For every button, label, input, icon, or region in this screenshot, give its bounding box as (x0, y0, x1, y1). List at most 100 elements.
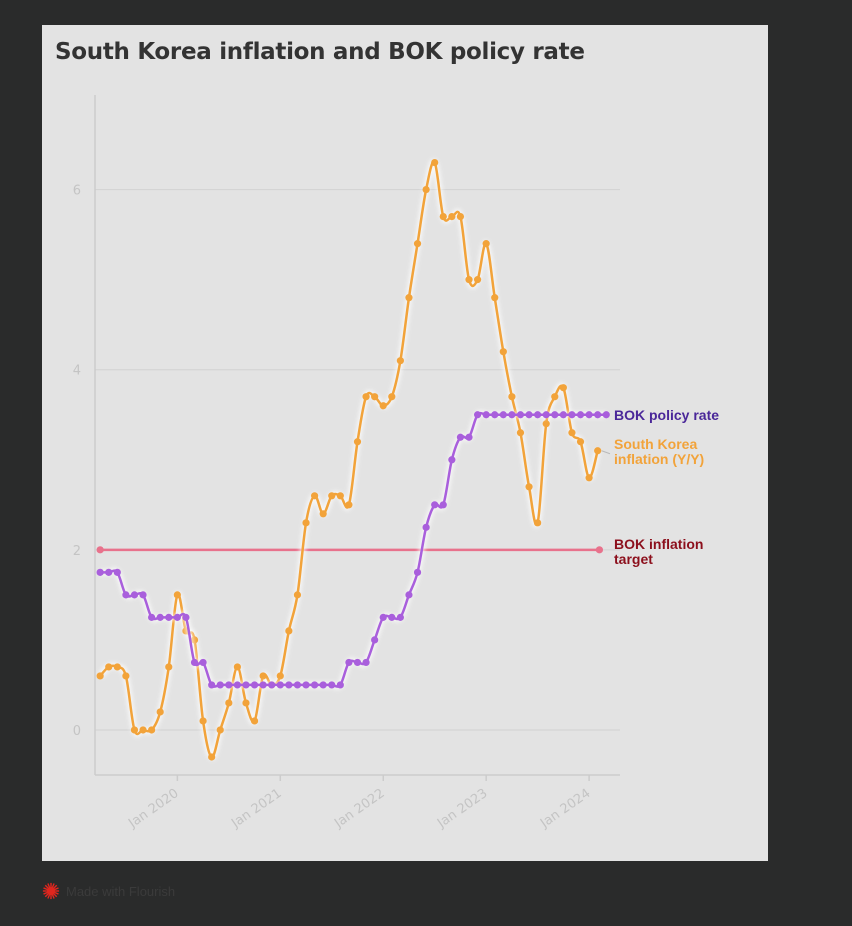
data-point (276, 681, 284, 689)
data-point (199, 717, 207, 725)
data-point (525, 483, 533, 491)
data-point (353, 438, 362, 446)
data-point (285, 681, 293, 689)
x-tick-label: Jan 2020 (125, 786, 181, 832)
data-point (594, 411, 602, 419)
series-label: BOK inflation (614, 536, 703, 552)
data-point (602, 411, 610, 419)
data-point (156, 708, 164, 716)
data-point (439, 212, 447, 221)
x-tick-label: Jan 2021 (228, 786, 284, 832)
data-point (130, 591, 139, 599)
data-point (113, 568, 121, 576)
data-point (499, 348, 507, 356)
data-point (534, 519, 542, 527)
x-tick-label: Jan 2023 (434, 786, 490, 832)
data-point (122, 591, 130, 599)
data-point (293, 591, 302, 599)
data-point (371, 636, 379, 644)
data-point (482, 240, 490, 248)
data-point (379, 402, 387, 410)
data-point (139, 591, 147, 599)
data-point (285, 627, 293, 635)
data-point (345, 658, 353, 667)
data-point (199, 658, 207, 667)
data-point (559, 411, 567, 419)
data-point (319, 510, 327, 518)
data-point (439, 501, 447, 509)
series-bok-inflation-target (96, 546, 604, 554)
y-tick-label: 4 (73, 364, 81, 379)
data-point (388, 613, 396, 621)
data-point (379, 613, 387, 621)
data-point (310, 492, 319, 500)
data-point (525, 411, 533, 419)
data-point (216, 681, 224, 689)
data-point (250, 717, 259, 725)
y-tick-label: 2 (73, 544, 81, 559)
data-point (336, 492, 344, 500)
data-point (105, 663, 113, 671)
data-point (216, 726, 224, 734)
data-point (225, 699, 233, 707)
y-tick-label: 0 (73, 724, 81, 739)
data-point (576, 438, 585, 446)
data-point (405, 294, 413, 302)
series-layer (96, 158, 610, 761)
data-point (353, 658, 362, 667)
data-point (585, 411, 593, 419)
data-point (190, 658, 199, 667)
data-point (491, 411, 499, 419)
y-tick-label: 6 (73, 184, 81, 199)
data-point (113, 663, 121, 671)
data-point (465, 433, 473, 441)
data-point (96, 568, 104, 576)
series-south-korea-inflation-y-y (96, 158, 602, 761)
data-point (551, 411, 559, 419)
data-point (396, 357, 404, 365)
data-point (396, 613, 404, 621)
data-point (259, 672, 267, 680)
data-point (576, 411, 585, 419)
data-point (122, 672, 130, 680)
data-point (559, 384, 567, 392)
data-point (302, 519, 310, 527)
data-point (156, 613, 164, 621)
data-point (328, 681, 336, 689)
data-point (413, 568, 422, 576)
data-point (130, 726, 139, 734)
data-point (208, 681, 216, 689)
flourish-burst-icon (42, 882, 60, 900)
data-point (431, 158, 439, 167)
data-point (542, 420, 550, 428)
data-point (96, 672, 104, 680)
series-label: inflation (Y/Y) (614, 451, 704, 467)
series-bok-policy-rate (96, 410, 610, 690)
data-point (362, 393, 370, 401)
data-point (233, 663, 241, 671)
series-label: South Korea (614, 436, 697, 452)
data-point (422, 185, 430, 194)
data-point (268, 681, 276, 689)
data-point (259, 681, 267, 689)
data-point (276, 672, 284, 680)
label-leader-line (601, 450, 611, 455)
series-label: target (614, 551, 653, 567)
data-point (173, 591, 181, 599)
data-point (585, 474, 593, 482)
burst-core (46, 886, 56, 896)
data-point (165, 613, 173, 621)
data-point (250, 681, 259, 689)
data-point (362, 658, 370, 667)
data-point (542, 411, 550, 419)
data-point (310, 681, 319, 689)
data-point (302, 681, 310, 689)
data-point (328, 492, 336, 500)
data-point (173, 613, 181, 621)
data-point (473, 276, 482, 284)
footer-credit[interactable]: Made with Flourish (42, 882, 175, 900)
data-point (345, 501, 353, 509)
data-point (448, 212, 456, 221)
data-point (105, 568, 113, 576)
